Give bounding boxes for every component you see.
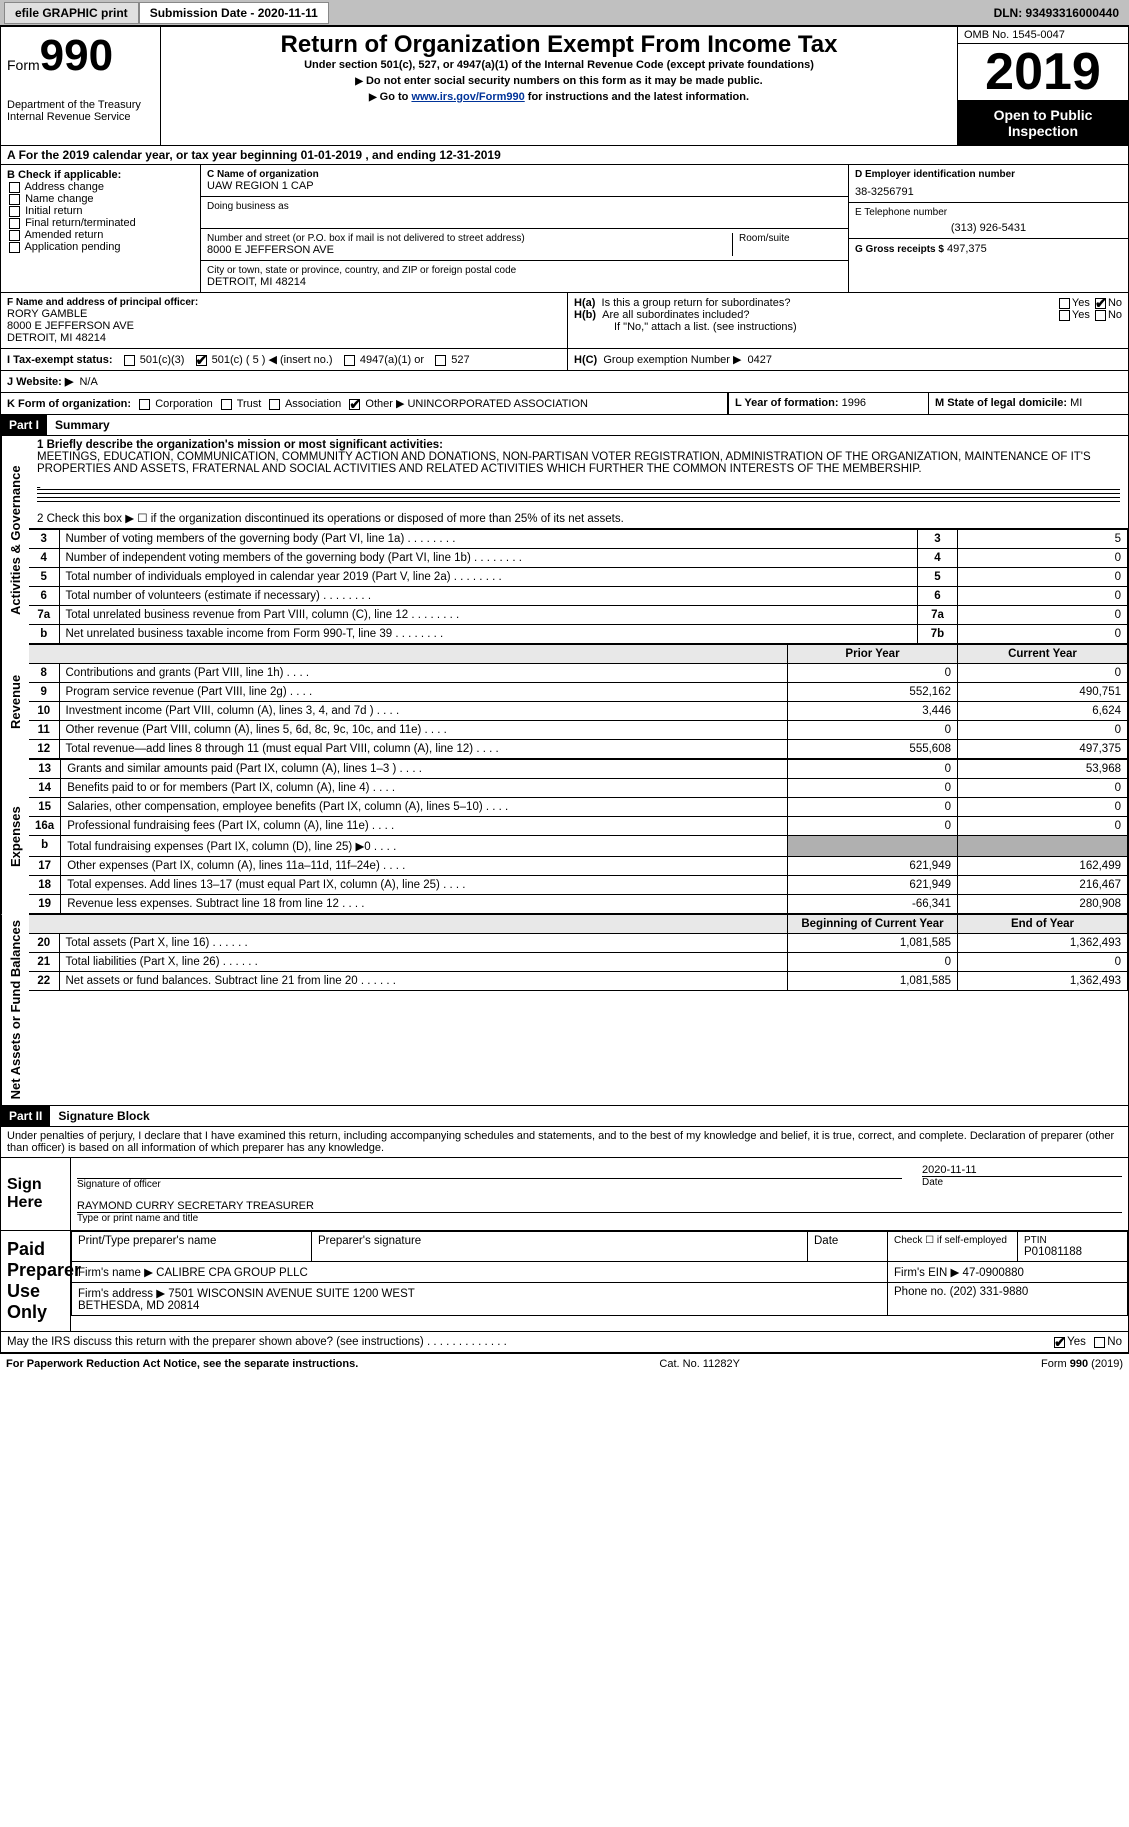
table-row: 10Investment income (Part VIII, column (…	[29, 702, 1128, 721]
table-row: 18Total expenses. Add lines 13–17 (must …	[29, 876, 1128, 895]
vtab-expenses: Expenses	[1, 759, 29, 914]
vtab-revenue: Revenue	[1, 644, 29, 759]
f-h-row: F Name and address of principal officer:…	[0, 293, 1129, 349]
box-m: M State of legal domicile: MI	[928, 393, 1128, 414]
discuss-row: May the IRS discuss this return with the…	[0, 1332, 1129, 1353]
table-row: 8Contributions and grants (Part VIII, li…	[29, 664, 1128, 683]
governance-table: 3Number of voting members of the governi…	[29, 529, 1128, 644]
table-row: 19Revenue less expenses. Subtract line 1…	[29, 895, 1128, 914]
phone-cell: E Telephone number (313) 926-5431	[849, 203, 1128, 239]
part1-header: Part I Summary	[0, 415, 1129, 436]
box-i: I Tax-exempt status: 501(c)(3) 501(c) ( …	[1, 349, 568, 370]
table-row: 6Total number of volunteers (estimate if…	[29, 587, 1128, 606]
revenue-table: Prior YearCurrent Year 8Contributions an…	[29, 644, 1128, 759]
dba-cell: Doing business as	[201, 197, 848, 229]
table-row: bTotal fundraising expenses (Part IX, co…	[29, 836, 1128, 857]
vtab-netassets: Net Assets or Fund Balances	[1, 914, 29, 1105]
gross-receipts-cell: G Gross receipts $ 497,375	[849, 239, 1128, 259]
table-row: 11Other revenue (Part VIII, column (A), …	[29, 721, 1128, 740]
vtab-activities: Activities & Governance	[1, 436, 29, 644]
table-row: 9Program service revenue (Part VIII, lin…	[29, 683, 1128, 702]
form-title: Return of Organization Exempt From Incom…	[169, 31, 949, 59]
table-row: bNet unrelated business taxable income f…	[29, 625, 1128, 644]
table-row: 5Total number of individuals employed in…	[29, 568, 1128, 587]
city-cell: City or town, state or province, country…	[201, 261, 848, 292]
table-row: 3Number of voting members of the governi…	[29, 530, 1128, 549]
org-name-cell: C Name of organization UAW REGION 1 CAP	[201, 165, 848, 197]
line-2: 2 Check this box ▶ ☐ if the organization…	[29, 508, 1128, 529]
box-hc: H(C) Group exemption Number ▶ 0427	[568, 349, 1128, 370]
box-h: H(a) Is this a group return for subordin…	[568, 293, 1128, 348]
form-subtitle: Under section 501(c), 527, or 4947(a)(1)…	[169, 59, 949, 71]
top-bar: efile GRAPHIC print Submission Date - 20…	[0, 0, 1129, 26]
open-inspection: Open to Public Inspection	[958, 101, 1128, 145]
table-row: 21Total liabilities (Part X, line 26) . …	[29, 953, 1128, 972]
j-row: J Website: ▶ N/A	[0, 371, 1129, 393]
section-activities: Activities & Governance 1 Briefly descri…	[0, 436, 1129, 644]
perjury-declaration: Under penalties of perjury, I declare th…	[0, 1127, 1129, 1158]
section-revenue: Revenue Prior YearCurrent Year 8Contribu…	[0, 644, 1129, 759]
section-netassets: Net Assets or Fund Balances Beginning of…	[0, 914, 1129, 1106]
box-f: F Name and address of principal officer:…	[1, 293, 568, 348]
table-row: 12Total revenue—add lines 8 through 11 (…	[29, 740, 1128, 759]
dln: DLN: 93493316000440	[994, 6, 1129, 20]
netassets-table: Beginning of Current YearEnd of Year 20T…	[29, 914, 1128, 991]
omb-number: OMB No. 1545-0047	[958, 27, 1128, 44]
expenses-table: 13Grants and similar amounts paid (Part …	[29, 759, 1128, 914]
box-l: L Year of formation: 1996	[728, 393, 928, 414]
table-row: 15Salaries, other compensation, employee…	[29, 798, 1128, 817]
table-row: 13Grants and similar amounts paid (Part …	[29, 760, 1128, 779]
i-hc-row: I Tax-exempt status: 501(c)(3) 501(c) ( …	[0, 349, 1129, 371]
form-word: Form	[7, 57, 40, 73]
section-expenses: Expenses 13Grants and similar amounts pa…	[0, 759, 1129, 914]
form-header: Form990 Department of the Treasury Inter…	[0, 26, 1129, 146]
note-link-row: Go to www.irs.gov/Form990 for instructio…	[169, 91, 949, 103]
box-b: B Check if applicable: Address change Na…	[1, 165, 201, 292]
sign-here-block: Sign Here Signature of officer 2020-11-1…	[0, 1158, 1129, 1231]
period-line: A For the 2019 calendar year, or tax yea…	[0, 146, 1129, 165]
note-ssn: Do not enter social security numbers on …	[169, 75, 949, 87]
part2-header: Part II Signature Block	[0, 1106, 1129, 1127]
efile-button[interactable]: efile GRAPHIC print	[4, 2, 139, 24]
table-row: 20Total assets (Part X, line 16) . . . .…	[29, 934, 1128, 953]
submission-date: Submission Date - 2020-11-11	[139, 2, 329, 24]
paid-preparer-block: Paid Preparer Use Only Print/Type prepar…	[0, 1231, 1129, 1332]
form-ref: Form 990 (2019)	[1041, 1358, 1123, 1370]
tax-year: 2019	[958, 44, 1128, 101]
form-number: 990	[40, 31, 113, 80]
table-row: 7aTotal unrelated business revenue from …	[29, 606, 1128, 625]
dept-treasury: Department of the Treasury Internal Reve…	[7, 99, 154, 123]
page-footer: For Paperwork Reduction Act Notice, see …	[0, 1353, 1129, 1374]
klm-row: K Form of organization: Corporation Trus…	[0, 393, 1129, 415]
table-row: 17Other expenses (Part IX, column (A), l…	[29, 857, 1128, 876]
table-row: 14Benefits paid to or for members (Part …	[29, 779, 1128, 798]
box-k: K Form of organization: Corporation Trus…	[1, 393, 728, 414]
table-row: 22Net assets or fund balances. Subtract …	[29, 972, 1128, 991]
table-row: 4Number of independent voting members of…	[29, 549, 1128, 568]
irs-link[interactable]: www.irs.gov/Form990	[411, 91, 524, 103]
street-cell: Number and street (or P.O. box if mail i…	[201, 229, 848, 261]
ein-cell: D Employer identification number 38-3256…	[849, 165, 1128, 203]
table-row: 16aProfessional fundraising fees (Part I…	[29, 817, 1128, 836]
identity-grid: B Check if applicable: Address change Na…	[0, 165, 1129, 293]
